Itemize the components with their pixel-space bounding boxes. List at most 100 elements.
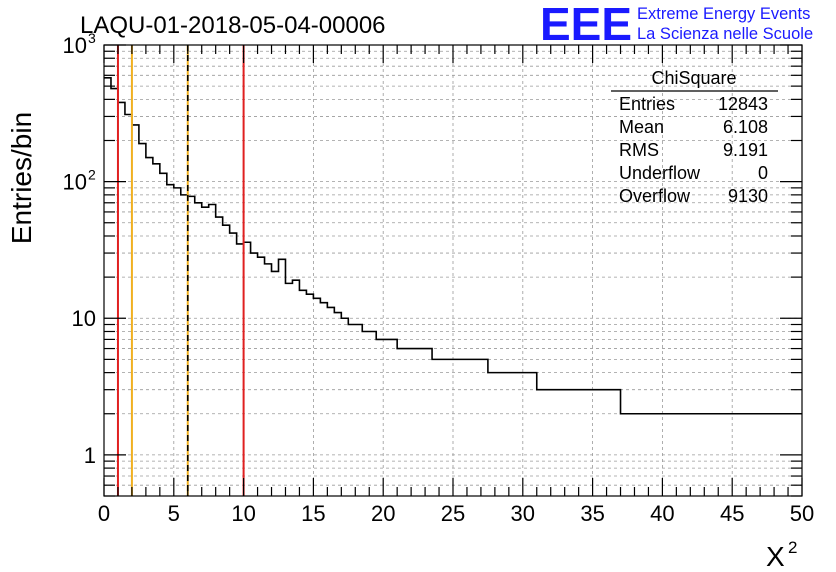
histogram-bin	[160, 173, 167, 496]
histogram-bin	[355, 324, 362, 496]
histogram-bin	[209, 205, 216, 496]
histogram-bin	[202, 207, 209, 496]
histogram-bin	[265, 264, 272, 496]
histogram-bin	[230, 233, 237, 496]
histogram-bin	[258, 257, 265, 496]
x-axis-label-main: X	[766, 541, 785, 572]
histogram-bin	[732, 414, 739, 496]
histogram-bin	[320, 303, 327, 496]
stats-value-overflow: 9130	[728, 186, 768, 206]
histogram-bin	[530, 373, 537, 496]
stats-box: ChiSquare Entries 12843 Mean 6.108 RMS 9…	[611, 68, 778, 206]
histogram-bin	[523, 373, 530, 496]
histogram-bin	[244, 242, 251, 496]
histogram-bin	[306, 294, 313, 496]
histogram-bin	[697, 414, 704, 496]
x-axis-label-superscript: 2	[788, 538, 797, 557]
y-tick-label-exponent: 3	[88, 30, 96, 46]
histogram-bin	[390, 339, 397, 496]
histogram-bin	[676, 414, 683, 496]
histogram-bin	[516, 373, 523, 496]
histogram-bin	[369, 331, 376, 496]
y-tick-label: 10	[63, 170, 87, 195]
histogram-bin	[181, 195, 188, 496]
histogram-bin	[285, 283, 292, 496]
x-tick-label: 15	[301, 501, 325, 526]
histogram-bin	[146, 158, 153, 496]
histogram-bin	[593, 390, 600, 496]
x-tick-label: 10	[231, 501, 255, 526]
histogram-bin	[628, 414, 635, 496]
histogram-bin	[439, 359, 446, 496]
stats-value-rms: 9.191	[723, 140, 768, 160]
histogram-bin	[397, 349, 404, 496]
histogram-bin	[111, 89, 118, 496]
histogram-bin	[216, 217, 223, 496]
y-tick-label: 10	[72, 306, 96, 331]
histogram-bin	[132, 125, 139, 496]
histogram-bin	[739, 414, 746, 496]
histogram-bin	[223, 225, 230, 496]
histogram-bin	[502, 373, 509, 496]
histogram-bin	[753, 414, 760, 496]
y-tick-label-exponent: 2	[88, 167, 96, 183]
histogram-bin	[586, 390, 593, 496]
histogram-bin	[279, 259, 286, 496]
x-axis-label: X 2	[766, 538, 797, 572]
histogram-bin	[572, 390, 579, 496]
histogram-bin	[509, 373, 516, 496]
histogram-bin	[118, 102, 125, 496]
histogram-bin	[481, 359, 488, 496]
histogram-bin	[704, 414, 711, 496]
histogram-bin	[237, 244, 244, 496]
histogram-bin	[760, 414, 767, 496]
histogram-bin	[446, 359, 453, 496]
histogram-bin	[558, 390, 565, 496]
histogram-bin	[348, 324, 355, 496]
x-tick-label: 45	[720, 501, 744, 526]
eee-logo: EEE Extreme Energy Events La Scienza nel…	[540, 0, 813, 50]
histogram-bin	[634, 414, 641, 496]
histogram-bin	[272, 271, 279, 496]
histogram-bin	[655, 414, 662, 496]
histogram-bin	[690, 414, 697, 496]
x-tick-label: 35	[580, 501, 604, 526]
stats-label-rms: RMS	[619, 140, 659, 160]
histogram-bin	[579, 390, 586, 496]
histogram-bin	[607, 390, 614, 496]
histogram-bin	[537, 390, 544, 496]
histogram-bin	[648, 414, 655, 496]
x-tick-label: 5	[168, 501, 180, 526]
x-tick-label: 0	[98, 501, 110, 526]
y-tick-label: 10	[63, 33, 87, 58]
stats-title: ChiSquare	[651, 68, 736, 88]
y-tick-label: 1	[84, 443, 96, 468]
histogram-bin	[251, 253, 258, 496]
stats-label-overflow: Overflow	[619, 186, 691, 206]
histogram-bin	[544, 390, 551, 496]
histogram-bin	[614, 390, 621, 496]
chart-title: LAQU-01-2018-05-04-00006	[80, 12, 386, 39]
histogram-bin	[167, 185, 174, 496]
histogram-bin	[669, 414, 676, 496]
x-tick-label: 25	[441, 501, 465, 526]
logo-line-1: Extreme Energy Events	[637, 5, 810, 23]
histogram-bin	[425, 349, 432, 496]
histogram-bin	[153, 164, 160, 496]
histogram-bin	[188, 196, 195, 496]
histogram-bin	[565, 390, 572, 496]
histogram-bin	[621, 414, 628, 496]
histogram-bin	[746, 414, 753, 496]
axis-ticks	[103, 44, 803, 497]
y-axis-label: Entries/bin	[6, 112, 37, 244]
histogram-bin	[662, 414, 669, 496]
x-tick-label: 20	[371, 501, 395, 526]
x-tick-label: 50	[790, 501, 814, 526]
histogram-bin	[174, 188, 181, 496]
stats-value-mean: 6.108	[723, 117, 768, 137]
x-tick-labels: 0 5 10 15 20 25 30 35 40 45 50	[98, 501, 814, 526]
histogram-bin	[495, 373, 502, 496]
stats-value-entries: 12843	[718, 94, 768, 114]
logo-eee-text: EEE	[540, 0, 632, 50]
stats-label-mean: Mean	[619, 117, 664, 137]
